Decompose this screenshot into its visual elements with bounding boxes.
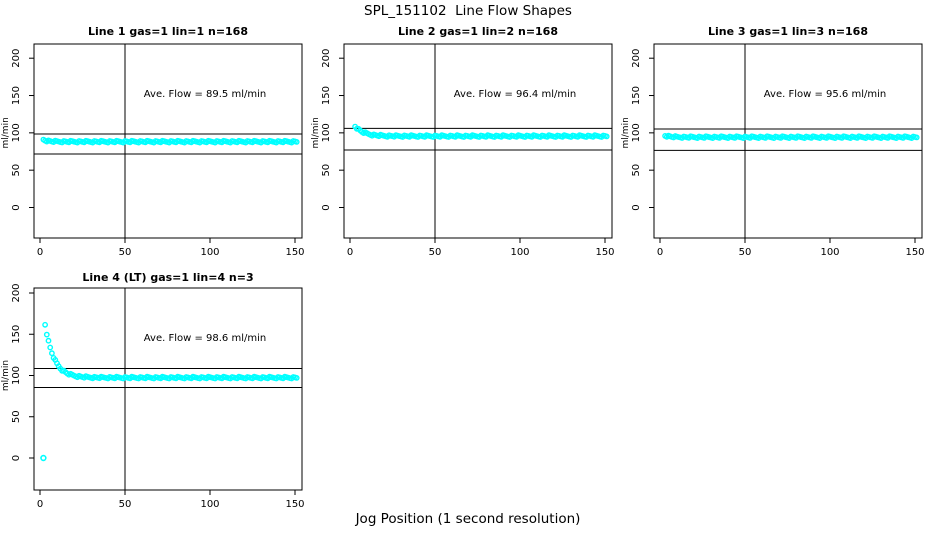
x-tick-label: 50 bbox=[739, 247, 752, 258]
y-tick-label: 100 bbox=[11, 123, 22, 142]
x-tick-label: 50 bbox=[429, 247, 442, 258]
y-tick-label: 200 bbox=[321, 49, 332, 68]
subplot-3: 0 50 100 150 0 50 100 150 200 ml/min Line 3 gas=1 … bbox=[621, 25, 925, 258]
plot-box bbox=[653, 43, 923, 239]
y-axis-unit-label: ml/min bbox=[1, 360, 11, 391]
y-axis-unit-label: ml/min bbox=[311, 117, 321, 148]
x-tick-label: 100 bbox=[510, 247, 529, 258]
y-axis-unit-label: ml/min bbox=[621, 117, 631, 148]
subplot-4: 0 50 100 150 0 50 100 150 200 ml/min Line 4 (LT) g… bbox=[1, 271, 305, 510]
data-point bbox=[43, 331, 50, 338]
x-tick-label: 50 bbox=[119, 247, 132, 258]
data-point-outlier bbox=[40, 454, 47, 462]
y-tick-label: 50 bbox=[11, 164, 22, 177]
y-tick-label: 50 bbox=[321, 164, 332, 177]
subplot-2: 0 50 100 150 0 50 100 150 200 ml/min Line 2 gas=1 … bbox=[311, 25, 615, 258]
plot-box bbox=[33, 287, 303, 491]
x-tick-label: 0 bbox=[657, 247, 663, 258]
data-point bbox=[913, 134, 920, 141]
subplot-title: Line 2 gas=1 lin=2 n=168 bbox=[398, 25, 558, 38]
x-axis-title: Jog Position (1 second resolution) bbox=[355, 511, 581, 527]
x-tick-label: 50 bbox=[119, 499, 132, 510]
x-tick-label: 150 bbox=[905, 247, 924, 258]
y-tick-label: 100 bbox=[11, 366, 22, 385]
ave-flow-annotation: Ave. Flow = 95.6 ml/min bbox=[764, 89, 886, 100]
x-tick-label: 150 bbox=[285, 499, 304, 510]
y-tick-label: 150 bbox=[321, 86, 332, 105]
y-tick-label: 200 bbox=[11, 49, 22, 68]
y-tick-label: 150 bbox=[631, 86, 642, 105]
x-tick-label: 0 bbox=[347, 247, 353, 258]
ave-flow-annotation: Ave. Flow = 96.4 ml/min bbox=[454, 89, 576, 100]
x-tick-label: 150 bbox=[595, 247, 614, 258]
data-point bbox=[42, 321, 48, 328]
y-axis-unit-label: ml/min bbox=[1, 117, 11, 148]
data-point bbox=[49, 350, 55, 357]
y-tick-label: 50 bbox=[11, 410, 22, 423]
data-point bbox=[293, 374, 300, 381]
y-tick-label: 50 bbox=[631, 164, 642, 177]
ave-flow-annotation: Ave. Flow = 98.6 ml/min bbox=[144, 333, 266, 344]
data-point bbox=[293, 138, 300, 145]
y-tick-label: 150 bbox=[11, 325, 22, 344]
data-point bbox=[603, 133, 610, 140]
y-tick-label: 200 bbox=[631, 49, 642, 68]
data-points bbox=[40, 136, 300, 146]
x-tick-label: 100 bbox=[200, 247, 219, 258]
ave-flow-annotation: Ave. Flow = 89.5 ml/min bbox=[144, 89, 266, 100]
data-points bbox=[40, 321, 300, 462]
subplot-1: 0 50 100 150 0 50 100 150 200 ml/min Line 1 gas=1 … bbox=[1, 25, 305, 258]
y-tick-label: 100 bbox=[321, 123, 332, 142]
data-points bbox=[662, 132, 920, 142]
x-tick-label: 100 bbox=[820, 247, 839, 258]
figure-title: SPL_151102 Line Flow Shapes bbox=[364, 3, 572, 19]
y-tick-label: 0 bbox=[11, 455, 22, 461]
x-tick-label: 0 bbox=[37, 499, 43, 510]
y-tick-label: 0 bbox=[11, 204, 22, 210]
subplot-title: Line 4 (LT) gas=1 lin=4 n=3 bbox=[82, 271, 253, 284]
y-tick-label: 200 bbox=[11, 283, 22, 302]
data-point bbox=[47, 344, 54, 351]
x-tick-label: 150 bbox=[285, 247, 304, 258]
y-tick-label: 0 bbox=[321, 204, 332, 210]
y-tick-label: 150 bbox=[11, 86, 22, 105]
data-points bbox=[352, 123, 610, 140]
plot-box bbox=[33, 43, 303, 239]
subplot-title: Line 3 gas=1 lin=3 n=168 bbox=[708, 25, 868, 38]
y-tick-label: 100 bbox=[631, 123, 642, 142]
subplot-title: Line 1 gas=1 lin=1 n=168 bbox=[88, 25, 248, 38]
y-tick-label: 0 bbox=[631, 204, 642, 210]
plot-box bbox=[343, 43, 613, 239]
data-point bbox=[45, 337, 52, 344]
x-tick-label: 0 bbox=[37, 247, 43, 258]
x-tick-label: 100 bbox=[200, 499, 219, 510]
